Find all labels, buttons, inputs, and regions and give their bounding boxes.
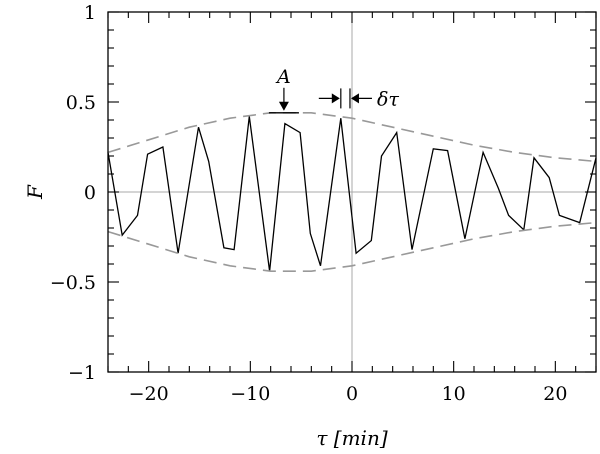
plot-frame [107, 11, 597, 373]
y-tick-label: −1 [68, 362, 96, 384]
tick-labels-layer: −20 −10 0 10 20 −1 −0.5 0 0.5 1 [50, 2, 568, 405]
x-tick-label: −20 [129, 383, 169, 405]
annotation-arrowhead-left [331, 93, 340, 104]
x-tick-label: −10 [230, 383, 270, 405]
y-axis-label: F [23, 184, 47, 200]
y-tick-label: −0.5 [50, 272, 96, 294]
annotation-label-delta-tau: δτ [377, 88, 399, 110]
annotation-arrowhead-right [350, 93, 359, 104]
envelope-lower-line [107, 221, 597, 273]
annotation-layer: Aδτ [268, 66, 399, 114]
x-tick-label: 0 [346, 383, 358, 405]
envelope-upper-line [107, 112, 597, 163]
x-tick-label: 10 [442, 383, 466, 405]
y-tick-label: 0 [84, 182, 96, 204]
signal-line [107, 116, 597, 272]
x-axis-label: τ [min] [316, 426, 387, 450]
x-tick-label: 20 [543, 383, 567, 405]
y-tick-label: 0.5 [66, 92, 96, 114]
y-tick-label: 1 [84, 2, 96, 24]
reference-lines [108, 12, 596, 372]
series-layer [107, 112, 597, 273]
annotation-arrowhead-A [278, 101, 289, 111]
annotation-label-A: A [275, 66, 291, 88]
